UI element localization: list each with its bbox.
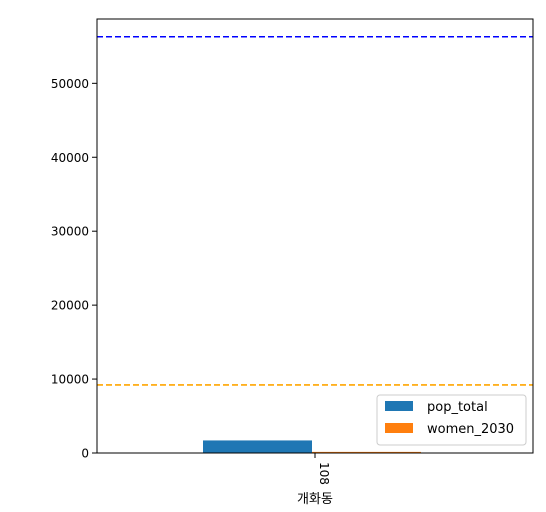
reference-lines xyxy=(97,35,533,386)
bars xyxy=(203,440,421,453)
legend-label-women_2030: women_2030 xyxy=(427,422,514,437)
y-tick-label: 40000 xyxy=(51,151,89,165)
legend-label-pop_total: pop_total xyxy=(427,400,488,415)
legend-swatch-women_2030 xyxy=(385,423,413,433)
y-tick-label: 0 xyxy=(81,447,89,461)
legend-box xyxy=(376,394,527,446)
x-axis-label: 개화동 xyxy=(297,492,333,507)
plot-area xyxy=(97,19,533,453)
y-axis: 0 10000 20000 30000 40000 50000 xyxy=(51,77,97,461)
bar-women_2030 xyxy=(312,451,421,453)
bar-pop_total xyxy=(203,440,312,453)
x-axis: 108 개화동 xyxy=(297,453,333,507)
x-tick-label: 108 xyxy=(317,462,331,485)
y-tick-label: 10000 xyxy=(51,373,89,387)
legend-swatch-pop_total xyxy=(385,401,413,411)
y-tick-label: 30000 xyxy=(51,225,89,239)
legend: pop_total women_2030 xyxy=(376,394,527,446)
y-tick-label: 20000 xyxy=(51,299,89,313)
y-tick-label: 50000 xyxy=(51,77,89,91)
